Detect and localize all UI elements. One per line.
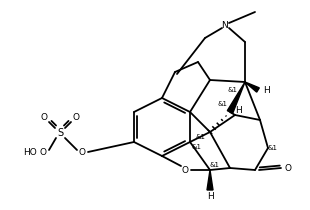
Polygon shape	[245, 82, 259, 92]
Text: O: O	[73, 113, 79, 122]
Text: O: O	[285, 164, 291, 172]
Text: H: H	[207, 192, 213, 201]
Text: &1: &1	[217, 101, 227, 107]
Text: &1: &1	[195, 134, 205, 140]
Text: O: O	[181, 165, 188, 175]
Text: O: O	[78, 147, 86, 156]
Text: O: O	[41, 113, 47, 122]
Text: H: H	[235, 105, 241, 114]
Polygon shape	[207, 170, 213, 190]
Text: &1: &1	[268, 145, 278, 151]
Text: O: O	[39, 147, 46, 156]
Text: N: N	[222, 21, 228, 29]
Text: H: H	[263, 85, 269, 94]
Text: &1: &1	[191, 144, 201, 150]
Text: &1: &1	[228, 87, 238, 93]
Text: S: S	[57, 128, 63, 138]
Polygon shape	[227, 82, 245, 113]
Text: &1: &1	[209, 162, 219, 168]
Text: HO: HO	[23, 147, 37, 156]
